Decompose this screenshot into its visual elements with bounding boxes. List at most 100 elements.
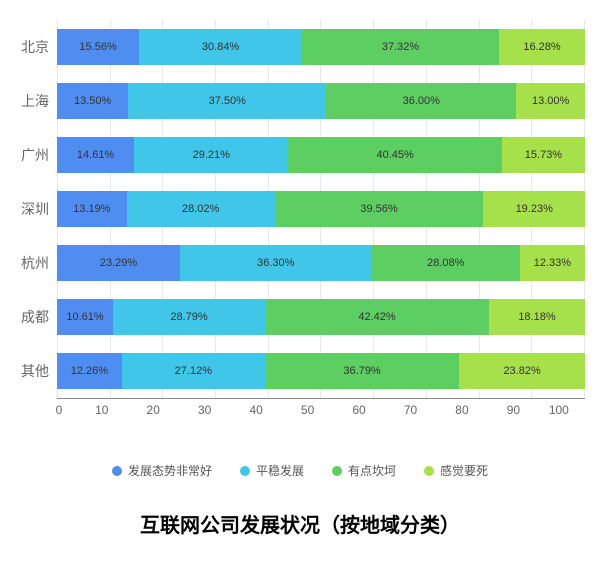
bar-value-label: 36.00% [403, 95, 440, 107]
bar-value-label: 36.30% [257, 257, 294, 269]
bar-value-label: 28.02% [182, 203, 219, 215]
y-axis-label: 北京 [15, 29, 49, 65]
bar-segment: 39.56% [275, 191, 484, 227]
y-axis-label: 深圳 [15, 191, 49, 227]
bar-segment: 14.61% [57, 137, 134, 173]
bar-value-label: 10.61% [66, 311, 103, 323]
bar-segment: 12.26% [57, 353, 122, 389]
bar-value-label: 39.56% [360, 203, 397, 215]
plot-area: 15.56% 30.84% 37.32% 16.28% 13.50% 37.50% 36.0… [57, 20, 585, 420]
bar-row: 14.61% 29.21% 40.45% 15.73% [57, 137, 585, 173]
bar-segment: 28.02% [127, 191, 275, 227]
bar-value-label: 15.56% [79, 41, 116, 53]
bar-segment: 13.00% [516, 83, 585, 119]
bars-container: 15.56% 30.84% 37.32% 16.28% 13.50% 37.50% 36.0… [57, 20, 585, 398]
bar-value-label: 23.29% [100, 257, 137, 269]
legend-item: 平稳发展 [240, 462, 304, 479]
bar-segment: 13.50% [57, 83, 128, 119]
x-axis-tick: 0 [56, 399, 63, 420]
x-axis-tick: 50 [301, 399, 314, 420]
bar-segment: 23.82% [459, 353, 585, 389]
x-axis-tick: 10 [95, 399, 108, 420]
bar-segment: 13.19% [57, 191, 127, 227]
x-axis-tick: 70 [404, 399, 417, 420]
x-axis: 0 10 20 30 40 50 60 70 80 90 100 [57, 398, 585, 420]
bar-value-label: 15.73% [525, 149, 562, 161]
x-axis-tick: 40 [249, 399, 262, 420]
bar-value-label: 16.28% [523, 41, 560, 53]
legend-label: 发展态势非常好 [128, 462, 212, 479]
x-axis-tick: 100 [549, 399, 569, 420]
bar-segment: 28.79% [113, 299, 265, 335]
bar-segment: 29.21% [134, 137, 288, 173]
bar-value-label: 28.79% [170, 311, 207, 323]
bar-segment: 15.73% [502, 137, 585, 173]
bar-row: 12.26% 27.12% 36.79% 23.82% [57, 353, 585, 389]
bar-value-label: 27.12% [175, 365, 212, 377]
bar-segment: 19.23% [483, 191, 585, 227]
bar-value-label: 14.61% [77, 149, 114, 161]
bar-value-label: 13.50% [74, 95, 111, 107]
bar-segment: 18.18% [489, 299, 585, 335]
x-axis-tick: 80 [455, 399, 468, 420]
bar-value-label: 42.42% [358, 311, 395, 323]
bar-value-label: 37.32% [382, 41, 419, 53]
bar-value-label: 30.84% [202, 41, 239, 53]
legend-swatch-icon [240, 466, 250, 476]
legend-label: 平稳发展 [256, 462, 304, 479]
y-axis-label: 广州 [15, 137, 49, 173]
bar-segment: 36.30% [180, 245, 372, 281]
bar-value-label: 13.19% [73, 203, 110, 215]
y-axis-label: 杭州 [15, 245, 49, 281]
legend-item: 有点坎坷 [332, 462, 396, 479]
bar-segment: 42.42% [265, 299, 489, 335]
y-axis-label: 成都 [15, 299, 49, 335]
bar-value-label: 13.00% [532, 95, 569, 107]
legend-label: 有点坎坷 [348, 462, 396, 479]
x-axis-tick: 20 [147, 399, 160, 420]
bar-value-label: 19.23% [516, 203, 553, 215]
bar-value-label: 28.08% [427, 257, 464, 269]
bar-segment: 10.61% [57, 299, 113, 335]
bar-segment: 16.28% [499, 29, 585, 65]
bar-value-label: 36.79% [343, 365, 380, 377]
bar-segment: 36.00% [326, 83, 516, 119]
legend-item: 发展态势非常好 [112, 462, 212, 479]
bar-segment: 40.45% [288, 137, 502, 173]
bar-row: 23.29% 36.30% 28.08% 12.33% [57, 245, 585, 281]
x-axis-tick: 60 [352, 399, 365, 420]
x-axis-tick: 30 [198, 399, 211, 420]
bar-value-label: 18.18% [518, 311, 555, 323]
bar-segment: 23.29% [57, 245, 180, 281]
legend-swatch-icon [424, 466, 434, 476]
bar-value-label: 12.26% [71, 365, 108, 377]
bar-segment: 15.56% [57, 29, 139, 65]
bar-segment: 37.32% [302, 29, 499, 65]
bar-segment: 36.79% [265, 353, 459, 389]
legend-label: 感觉要死 [440, 462, 488, 479]
bar-segment: 27.12% [122, 353, 265, 389]
bar-value-label: 23.82% [503, 365, 540, 377]
bar-row: 13.19% 28.02% 39.56% 19.23% [57, 191, 585, 227]
bar-value-label: 12.33% [534, 257, 571, 269]
bar-value-label: 37.50% [209, 95, 246, 107]
chart-area: 北京上海广州深圳杭州成都其他 15.56%30.84%37.32%16.28%1… [15, 20, 585, 420]
bar-value-label: 40.45% [376, 149, 413, 161]
bar-segment: 30.84% [139, 29, 302, 65]
x-axis-tick: 90 [507, 399, 520, 420]
legend-swatch-icon [332, 466, 342, 476]
y-axis-labels: 北京上海广州深圳杭州成都其他 [15, 20, 57, 398]
legend-swatch-icon [112, 466, 122, 476]
bar-value-label: 29.21% [193, 149, 230, 161]
bar-segment: 28.08% [372, 245, 520, 281]
bar-row: 10.61% 28.79% 42.42% 18.18% [57, 299, 585, 335]
legend-item: 感觉要死 [424, 462, 488, 479]
bar-segment: 12.33% [520, 245, 585, 281]
bar-row: 13.50% 37.50% 36.00% 13.00% [57, 83, 585, 119]
y-axis-label: 上海 [15, 83, 49, 119]
bar-row: 15.56% 30.84% 37.32% 16.28% [57, 29, 585, 65]
legend: 发展态势非常好 平稳发展 有点坎坷 感觉要死 [15, 462, 585, 479]
chart-title: 互联网公司发展状况（按地域分类） [15, 509, 585, 538]
bar-segment: 37.50% [128, 83, 326, 119]
y-axis-label: 其他 [15, 353, 49, 389]
